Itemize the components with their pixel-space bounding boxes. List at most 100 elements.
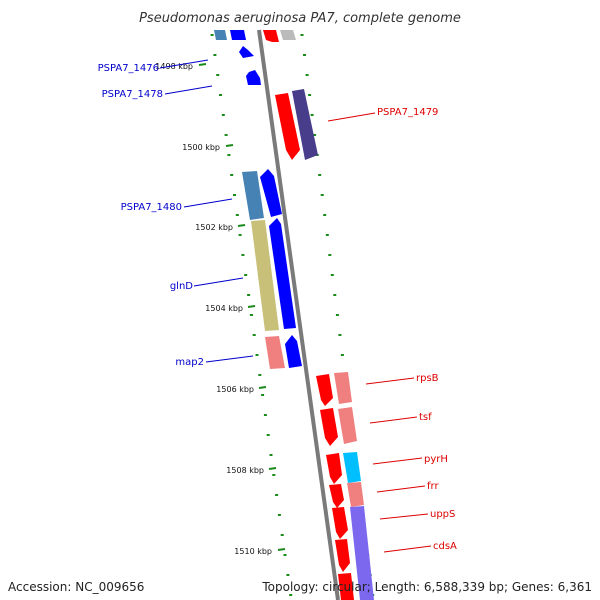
gene-feature bbox=[338, 573, 354, 600]
kbp-tick bbox=[247, 305, 256, 308]
genome-summary-text: Topology: circular; Length: 6,588,339 bp… bbox=[262, 580, 592, 594]
label-leader bbox=[205, 355, 254, 363]
kbp-tick bbox=[237, 224, 246, 227]
accession-text: Accession: NC_009656 bbox=[8, 580, 145, 594]
gene-labels-right: PSPA7_1479 rpsB tsf pyrH frr uppS cdsA bbox=[327, 107, 457, 553]
kbp-label: 1508 kbp bbox=[226, 466, 264, 475]
gene-feature bbox=[343, 452, 361, 483]
gene-label-uppS: uppS bbox=[430, 509, 455, 520]
kbp-label: 1504 kbp bbox=[205, 304, 243, 313]
tick-dot bbox=[249, 314, 253, 316]
tick-dot bbox=[303, 54, 306, 56]
tick-dot bbox=[335, 314, 339, 316]
gene-feature bbox=[260, 169, 282, 217]
gene-feature bbox=[338, 407, 357, 444]
gene-label-pyrH: pyrH bbox=[424, 454, 448, 465]
gene-feature bbox=[347, 482, 364, 507]
tick-dot bbox=[313, 134, 317, 136]
tick-dot bbox=[328, 254, 332, 256]
tick-dot bbox=[308, 94, 312, 96]
tick-dot bbox=[275, 494, 279, 496]
label-leader bbox=[164, 85, 213, 95]
tick-dot bbox=[235, 214, 239, 216]
gene-feature bbox=[280, 30, 296, 40]
tick-dot bbox=[213, 54, 217, 56]
tick-dot bbox=[266, 434, 270, 436]
gene-feature bbox=[214, 30, 227, 40]
kbp-scale: 1498 kbp 1500 kbp 1502 kbp 1504 kbp 1506… bbox=[155, 62, 286, 556]
map-title: Pseudomonas aeruginosa PA7, complete gen… bbox=[139, 11, 461, 26]
gene-feature-PSPA7_1479b bbox=[292, 89, 318, 160]
tick-dot bbox=[219, 94, 222, 96]
gene-label-tsf: tsf bbox=[419, 412, 432, 423]
gene-feature bbox=[334, 372, 352, 404]
tick-dot bbox=[216, 74, 220, 76]
tick-dot bbox=[227, 154, 231, 156]
gene-features bbox=[214, 30, 374, 600]
gene-feature-PSPA7_1480 bbox=[242, 171, 264, 220]
gene-feature bbox=[230, 30, 246, 40]
tick-dot bbox=[340, 354, 344, 356]
tick-dot bbox=[318, 174, 322, 176]
tick-dot bbox=[224, 134, 228, 136]
tick-dot bbox=[300, 34, 304, 36]
gene-label-PSPA7_1479: PSPA7_1479 bbox=[377, 107, 438, 118]
kbp-tick bbox=[277, 548, 286, 551]
gene-feature-tsf bbox=[320, 408, 338, 446]
label-leader bbox=[369, 416, 418, 424]
kbp-label: 1502 kbp bbox=[195, 223, 233, 232]
tick-dot bbox=[252, 334, 256, 336]
kbp-tick bbox=[258, 386, 267, 389]
tick-dot bbox=[305, 74, 309, 76]
kbp-label: 1498 kbp bbox=[155, 62, 193, 71]
gene-label-glnD: glnD bbox=[170, 281, 193, 292]
tick-dot bbox=[283, 554, 287, 556]
tick-dot bbox=[263, 414, 267, 416]
label-leader bbox=[379, 513, 429, 520]
gene-label-frr: frr bbox=[427, 481, 439, 492]
tick-dot bbox=[289, 594, 293, 596]
tick-dot bbox=[241, 254, 245, 256]
label-leader bbox=[365, 377, 415, 385]
label-leader bbox=[193, 277, 244, 287]
tick-dot bbox=[255, 354, 259, 356]
gene-label-rpsB: rpsB bbox=[416, 373, 439, 384]
gene-feature-cdsA bbox=[335, 539, 350, 572]
label-leader bbox=[372, 457, 423, 465]
gene-feature bbox=[239, 46, 254, 58]
label-leader bbox=[327, 112, 376, 122]
label-leader bbox=[383, 545, 432, 553]
label-leader bbox=[159, 59, 209, 69]
tick-dot bbox=[320, 194, 324, 196]
tick-dot bbox=[330, 274, 334, 276]
kbp-label: 1506 kbp bbox=[216, 385, 254, 394]
tick-dot bbox=[280, 534, 284, 536]
gene-feature bbox=[263, 30, 279, 42]
gene-label-PSPA7_1480: PSPA7_1480 bbox=[121, 202, 182, 213]
tick-dot bbox=[233, 194, 236, 196]
tick-dot bbox=[323, 214, 327, 216]
kbp-tick bbox=[225, 144, 234, 147]
kbp-tick bbox=[198, 63, 207, 66]
gene-feature bbox=[269, 218, 296, 329]
gene-feature-PSPA7_1479 bbox=[275, 93, 300, 160]
tick-dot bbox=[210, 34, 214, 36]
tick-dot bbox=[333, 294, 337, 296]
gene-feature-rpsB bbox=[316, 374, 333, 406]
tick-dot bbox=[258, 374, 262, 376]
gene-labels-left: PSPA7_1476 PSPA7_1478 PSPA7_1480 glnD ma… bbox=[98, 59, 254, 368]
gene-feature-frr bbox=[329, 484, 344, 508]
tick-dot bbox=[221, 114, 225, 116]
tick-dot bbox=[247, 294, 251, 296]
gene-feature bbox=[350, 506, 374, 600]
gene-feature bbox=[246, 70, 261, 85]
tick-dot bbox=[230, 174, 234, 176]
tick-dot bbox=[286, 574, 290, 576]
gene-feature bbox=[285, 335, 302, 368]
kbp-label: 1510 kbp bbox=[234, 547, 272, 556]
tick-dot bbox=[244, 274, 248, 276]
tick-dot bbox=[325, 234, 329, 236]
gene-feature-glnD bbox=[251, 220, 279, 331]
label-leader bbox=[376, 485, 426, 493]
tick-dot bbox=[277, 514, 281, 516]
